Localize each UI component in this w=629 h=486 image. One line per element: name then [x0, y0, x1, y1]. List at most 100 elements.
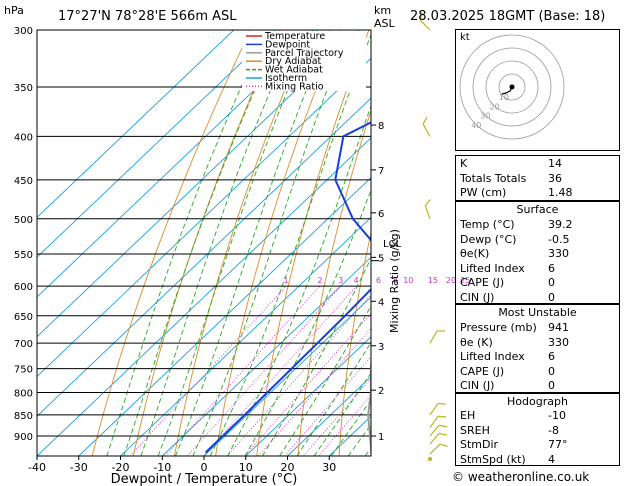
unstable-label: θe (K): [460, 335, 493, 349]
unstable-title: Most Unstable: [498, 306, 577, 319]
wind-barb-staff: [429, 433, 440, 445]
x-axis-label: Dewpoint / Temperature (°C): [111, 472, 298, 486]
mixing-ratio-line: [284, 356, 371, 456]
wet-adiabat-line: [262, 257, 371, 456]
surface-label: Lifted Index: [460, 261, 525, 275]
wind-barb-staff: [429, 403, 439, 416]
surface-label: Dewp (°C): [460, 232, 517, 246]
isotherm-line: [37, 97, 371, 417]
mixing-ratio-label: 6: [376, 276, 381, 285]
surface-value: 0: [548, 291, 555, 304]
temp-tick-label: -30: [70, 461, 88, 474]
wind-barb-flag: [422, 116, 428, 125]
unstable-row: CAPE (J) 0: [455, 364, 620, 379]
wind-barb: [429, 443, 448, 455]
unstable-label: Pressure (mb): [460, 321, 537, 334]
mixing-ratio-label: 3: [338, 276, 343, 285]
isotherm-line: [37, 30, 235, 219]
pressure-tick-label: 750: [14, 365, 33, 376]
mixing-ratio-label: 15: [428, 276, 438, 285]
unstable-row: Lifted Index 6: [455, 349, 620, 364]
wind-barb: [429, 330, 446, 344]
isotherm-line: [37, 30, 318, 298]
hodograph-stat-label: SREH: [460, 423, 490, 437]
hodograph-ring: [485, 60, 539, 114]
index-label: Totals Totals: [460, 171, 527, 185]
dewpoint-series: [204, 121, 371, 454]
surface-label: Temp (°C): [460, 218, 515, 231]
pressure-tick-label: 700: [14, 339, 33, 350]
wet-adiabat-line: [123, 30, 282, 456]
temp-tick-label: -10: [153, 461, 171, 474]
hodograph-stats-title: Hodograph: [507, 395, 568, 408]
temp-tick-label: -40: [28, 461, 46, 474]
mixing-ratio-label: 1: [284, 276, 289, 285]
wind-barb: [419, 12, 431, 31]
legend-label: Dewpoint: [265, 39, 310, 50]
unstable-label: Lifted Index: [460, 350, 525, 364]
km-tick-label: 6: [378, 209, 384, 220]
mixing-ratio-line: [318, 394, 371, 456]
wind-barb: [429, 424, 448, 437]
wet-adiabat-line: [174, 30, 332, 456]
isotherm-line: [37, 57, 371, 378]
isotherm-line: [78, 177, 371, 456]
hodograph-stat-value: 4: [548, 452, 555, 466]
wet-adiabat-line: [227, 104, 371, 456]
dry-adiabat-line: [215, 30, 340, 456]
wind-barb-staff: [429, 330, 438, 344]
unstable-value: 0: [548, 379, 555, 393]
hodograph-trace: [501, 86, 513, 95]
hodograph-ring: [472, 47, 552, 127]
dry-adiabat-line: [91, 30, 252, 456]
wet-adiabat-line: [157, 30, 314, 456]
wind-barb-staff: [419, 19, 431, 31]
index-label: K: [460, 157, 468, 170]
surface-value: 39.2: [548, 218, 573, 231]
pressure-tick-label: 550: [14, 250, 33, 261]
hodograph-stat-label: StmSpd (kt): [460, 452, 526, 466]
hodograph-unit: kt: [460, 32, 470, 43]
wind-barb-base: [428, 457, 432, 462]
mixing-ratio-label: 20: [446, 276, 456, 285]
index-label: PW (cm): [460, 186, 507, 200]
hodograph-stats-panel: [455, 393, 620, 466]
hodograph-stat-value: -8: [548, 423, 559, 437]
pressure-tick-label: 800: [14, 388, 33, 399]
pressure-tick-label: 500: [14, 215, 33, 226]
dry-adiabat-line: [297, 109, 371, 456]
dry-adiabat-line: [132, 30, 281, 456]
legend-label: Parcel Trajectory: [265, 48, 344, 59]
hodograph-stat-value: 77°: [548, 438, 568, 452]
km-tick-label: 7: [378, 166, 384, 177]
km-label: km: [374, 4, 391, 17]
wet-adiabat-line: [279, 305, 371, 456]
isotherm-line: [37, 30, 360, 338]
surface-row: CIN (J) 0: [455, 290, 620, 305]
pressure-tick-label: 900: [14, 432, 33, 443]
surface-panel: [455, 201, 620, 304]
pressure-tick-label: 300: [14, 26, 33, 37]
surface-row: θe(K) 330: [455, 246, 620, 261]
isotherm-line: [245, 336, 371, 456]
mixing-ratio-line: [165, 285, 321, 456]
unstable-value: 0: [548, 364, 555, 378]
credit: © weatheronline.co.uk: [452, 470, 590, 484]
wet-adiabat-line: [209, 33, 371, 456]
surface-value: 6: [548, 261, 555, 275]
legend-label: Mixing Ratio: [265, 81, 324, 92]
wind-barb-staff: [429, 443, 441, 455]
unstable-panel: [455, 304, 620, 393]
location-title: 17°27'N 78°28'E 566m ASL: [58, 9, 237, 24]
unstable-label: CAPE (J): [460, 364, 505, 378]
wind-barb-flag: [438, 432, 448, 436]
surface-title: Surface: [516, 203, 559, 216]
isotherm-line: [161, 256, 371, 456]
temp-tick-label: 20: [281, 461, 295, 474]
wind-barb: [429, 415, 447, 429]
isotherm-line: [287, 375, 371, 456]
pressure-tick-label: 600: [14, 282, 33, 293]
unstable-row: θe (K) 330: [455, 335, 620, 350]
surface-label: θe(K): [460, 247, 490, 261]
mixing-ratio-label: 8: [393, 276, 398, 285]
